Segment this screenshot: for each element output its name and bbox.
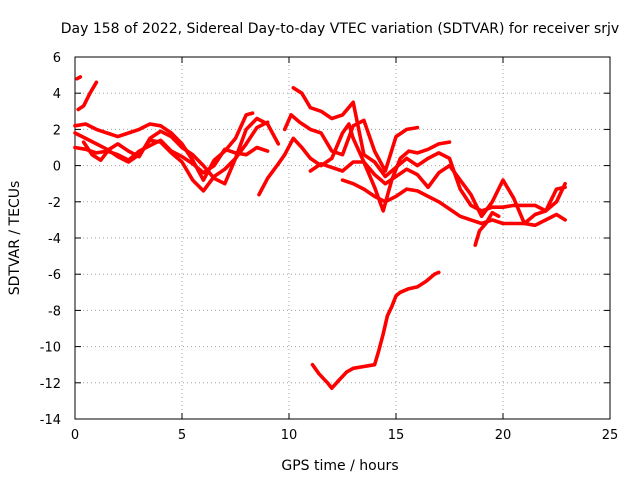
y-tick-label: -2 bbox=[48, 196, 61, 211]
series-arc-n bbox=[310, 270, 441, 391]
x-tick-label: 5 bbox=[178, 428, 186, 443]
series-arc-f bbox=[81, 116, 281, 186]
chart-title: Day 158 of 2022, Sidereal Day-to-day VTE… bbox=[61, 21, 619, 37]
y-tick-label: -10 bbox=[40, 341, 61, 356]
x-axis-label: GPS time / hours bbox=[281, 458, 398, 474]
y-tick-label: 2 bbox=[53, 123, 61, 138]
x-tick-label: 0 bbox=[71, 428, 79, 443]
y-tick-label: 0 bbox=[53, 160, 61, 175]
y-tick-label: -14 bbox=[40, 413, 61, 428]
series-arc-m bbox=[473, 210, 501, 247]
y-tick-label: -6 bbox=[48, 268, 61, 283]
series-arc-k bbox=[308, 160, 567, 226]
y-axis-label: SDTVAR / TECUs bbox=[7, 181, 23, 296]
series-arc-h bbox=[282, 113, 420, 173]
y-tick-label: -8 bbox=[48, 304, 61, 319]
x-tick-label: 10 bbox=[281, 428, 298, 443]
axis-ticks: 0 5 10 15 20 25 -14 -12 -10 -8 -6 -4 -2 0 2 4 6 bbox=[40, 51, 619, 443]
y-tick-label: 4 bbox=[53, 87, 61, 102]
series-arc-b bbox=[76, 80, 99, 112]
x-tick-label: 25 bbox=[602, 428, 619, 443]
series-arc-g bbox=[257, 152, 287, 197]
grid bbox=[75, 57, 610, 419]
series-arc-j bbox=[291, 86, 567, 213]
y-tick-label: -4 bbox=[48, 232, 61, 247]
series-arc-a bbox=[75, 75, 83, 81]
y-tick-label: 6 bbox=[53, 51, 61, 66]
data-series bbox=[73, 75, 567, 391]
x-tick-label: 15 bbox=[388, 428, 405, 443]
x-tick-label: 20 bbox=[495, 428, 512, 443]
y-tick-label: -12 bbox=[40, 377, 61, 392]
series-arc-l bbox=[340, 178, 567, 228]
